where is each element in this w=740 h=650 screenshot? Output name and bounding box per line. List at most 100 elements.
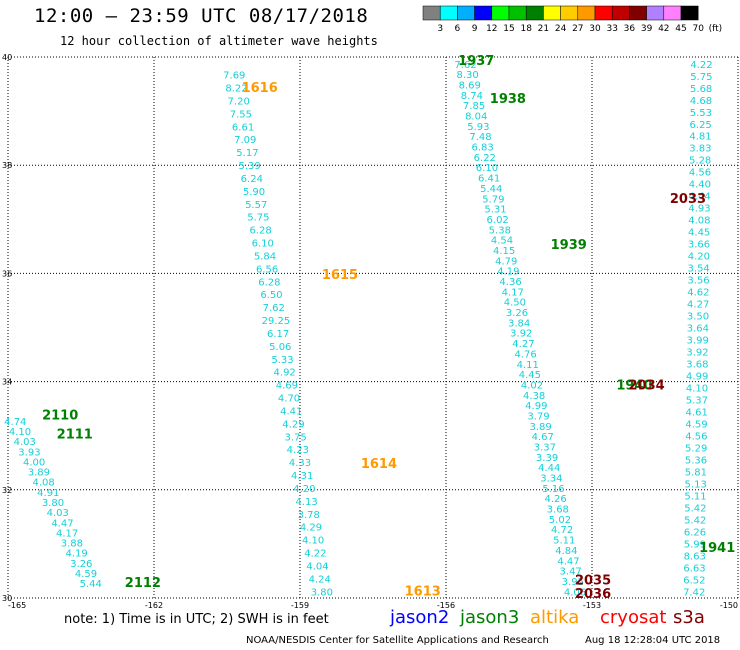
wave-height-value: 4.08 bbox=[688, 216, 710, 227]
wave-height-value: 4.44 bbox=[538, 463, 560, 474]
y-tick-label: 34 bbox=[2, 378, 12, 387]
wave-height-value: 4.45 bbox=[688, 228, 710, 239]
wave-height-value: 7.62 bbox=[454, 60, 476, 71]
wave-height-value: 7.42 bbox=[683, 587, 705, 598]
wave-height-value: 5.93 bbox=[467, 122, 489, 133]
wave-height-value: 4.93 bbox=[688, 204, 710, 215]
wave-height-value: 3.80 bbox=[42, 498, 64, 509]
wave-height-value: 4.38 bbox=[523, 391, 545, 402]
x-tick-label: -156 bbox=[437, 601, 455, 610]
wave-height-value: 5.68 bbox=[690, 84, 712, 95]
legend-label: 21 bbox=[538, 24, 549, 34]
wave-height-value: 7.62 bbox=[263, 303, 285, 314]
wave-height-value: 5.06 bbox=[269, 342, 291, 353]
wave-height-value: 5.02 bbox=[549, 515, 571, 526]
wave-height-value: 3.75 bbox=[284, 432, 306, 443]
wave-height-value: 5.79 bbox=[482, 194, 504, 205]
wave-height-value: 6.63 bbox=[683, 563, 705, 574]
wave-height-value: 4.24 bbox=[309, 574, 331, 585]
wave-height-value: 4.22 bbox=[304, 549, 326, 560]
footer-timestamp: Aug 18 12:28:04 UTC 2018 bbox=[585, 635, 721, 646]
wave-height-value: 6.22 bbox=[474, 153, 496, 164]
wave-height-value: 4.54 bbox=[491, 236, 513, 247]
wave-height-value: 29.25 bbox=[262, 316, 291, 327]
wave-height-value: 8.04 bbox=[465, 112, 487, 123]
wave-height-value: 4.69 bbox=[276, 381, 298, 392]
wave-height-value: 3.80 bbox=[311, 587, 333, 598]
wave-height-value: 4.27 bbox=[512, 339, 534, 350]
x-tick-label: -150 bbox=[720, 601, 738, 610]
wave-height-value: 5.17 bbox=[236, 148, 258, 159]
wave-height-value: 3.89 bbox=[28, 468, 50, 479]
wave-height-value: 7.55 bbox=[230, 109, 252, 120]
wave-height-value: 7.09 bbox=[234, 135, 256, 146]
wave-height-value: 7.20 bbox=[228, 96, 250, 107]
wave-height-value: 4.40 bbox=[689, 180, 711, 191]
wave-height-value: 3.89 bbox=[529, 422, 551, 433]
wave-height-value: 5.99 bbox=[684, 539, 706, 550]
legend-label: 30 bbox=[589, 24, 601, 34]
wave-height-value: 8.30 bbox=[456, 70, 478, 81]
wave-height-value: 4.44 bbox=[689, 192, 711, 203]
wave-height-value: 3.54 bbox=[688, 264, 710, 275]
legend-label: 18 bbox=[520, 24, 532, 34]
wave-height-value: 5.29 bbox=[685, 443, 707, 454]
wave-height-value: 5.44 bbox=[80, 579, 102, 590]
legend-label: 9 bbox=[472, 24, 478, 34]
mission-label-jason3: jason3 bbox=[460, 607, 520, 628]
wave-height-value: 4.92 bbox=[274, 368, 296, 379]
wave-height-value: 4.20 bbox=[293, 484, 315, 495]
wave-height-value: 5.13 bbox=[685, 479, 707, 490]
wave-height-value: 3.84 bbox=[508, 318, 530, 329]
wave-height-value: 4.99 bbox=[525, 401, 547, 412]
wave-height-value: 4.02 bbox=[521, 380, 543, 391]
y-tick-label: 36 bbox=[2, 269, 12, 278]
wave-height-value: 4.31 bbox=[291, 471, 313, 482]
wave-height-value: 5.16 bbox=[542, 484, 564, 495]
axis-ticks: -165 -162 -159 -156 -153 -150 30 32 34 36 38 40 bbox=[2, 53, 738, 610]
time-label: 1938 bbox=[490, 92, 526, 107]
wave-height-value: 4.45 bbox=[519, 370, 541, 381]
wave-height-value: 4.03 bbox=[14, 437, 36, 448]
wave-height-value: 4.04 bbox=[306, 561, 328, 572]
wave-height-value: 6.52 bbox=[683, 575, 705, 586]
wave-height-value: 4.26 bbox=[545, 494, 567, 505]
wave-height-value: 5.84 bbox=[254, 251, 276, 262]
wave-height-value: 6.25 bbox=[690, 120, 712, 131]
wave-height-value: 3.68 bbox=[686, 360, 708, 371]
wave-height-value: 4.11 bbox=[517, 360, 539, 371]
wave-height-value: 4.74 bbox=[4, 417, 26, 428]
legend-label: 15 bbox=[503, 24, 514, 34]
wave-height-value: 6.28 bbox=[258, 277, 280, 288]
wave-height-value: 4.62 bbox=[687, 288, 709, 299]
wave-height-value: 6.17 bbox=[267, 329, 289, 340]
legend-label: 33 bbox=[606, 24, 617, 34]
legend-label: 6 bbox=[455, 24, 461, 34]
wave-height-value: 4.47 bbox=[557, 556, 579, 567]
wave-height-value: 5.42 bbox=[684, 515, 706, 526]
time-label: 1941 bbox=[699, 541, 735, 556]
time-label: 1616 bbox=[242, 81, 278, 96]
page-title: 12:00 – 23:59 UTC 08/17/2018 bbox=[34, 5, 369, 27]
time-label: 2112 bbox=[125, 576, 161, 591]
wave-height-value: 3.39 bbox=[536, 453, 558, 464]
wave-height-value: 3.26 bbox=[506, 308, 528, 319]
wave-height-value: 4.06 bbox=[564, 587, 586, 598]
time-label: 1939 bbox=[551, 238, 587, 253]
x-tick-label: -159 bbox=[291, 601, 309, 610]
units-note: note: 1) Time is in UTC; 2) SWH is in fe… bbox=[64, 612, 329, 627]
wave-height-value: 4.23 bbox=[287, 445, 309, 456]
legend-label: 39 bbox=[641, 24, 653, 34]
wave-height-value: 4.56 bbox=[689, 168, 711, 179]
wave-height-value: 5.90 bbox=[243, 187, 265, 198]
wave-height-value: 3.34 bbox=[540, 474, 562, 485]
y-tick-label: 38 bbox=[2, 161, 12, 170]
x-tick-label: -162 bbox=[145, 601, 163, 610]
mission-label-jason2: jason2 bbox=[390, 607, 450, 628]
wave-height-value: 4.19 bbox=[497, 267, 519, 278]
time-label: 1613 bbox=[405, 584, 441, 599]
wave-height-value: 3.99 bbox=[687, 336, 709, 347]
wave-height-value: 5.11 bbox=[684, 491, 706, 502]
time-label: 1940 bbox=[616, 379, 652, 394]
wave-height-value: 6.41 bbox=[478, 174, 500, 185]
